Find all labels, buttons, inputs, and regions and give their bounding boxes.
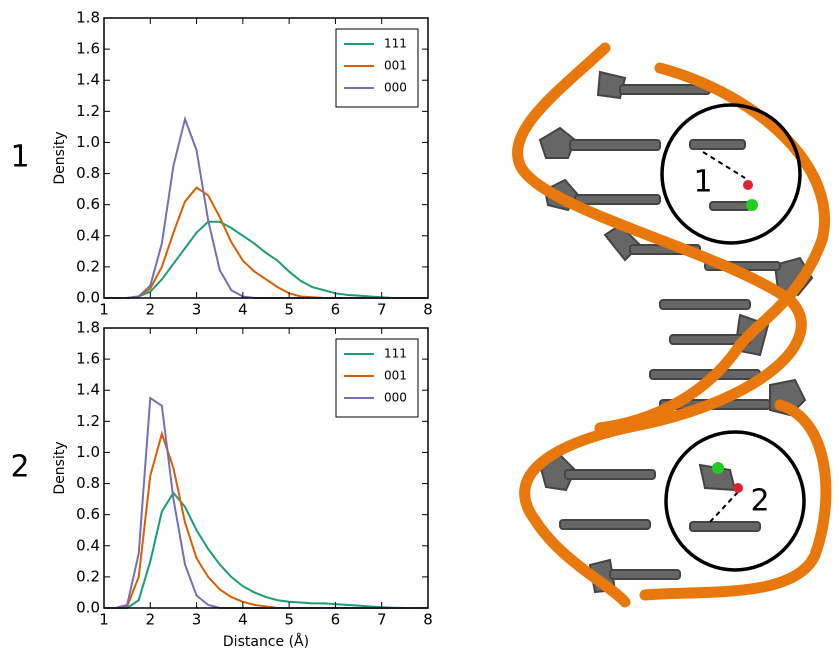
x-tick-label: 4 bbox=[238, 301, 248, 319]
x-tick-label: 7 bbox=[377, 611, 387, 629]
y-tick-label: 1.0 bbox=[76, 133, 100, 151]
x-tick-label: 1 bbox=[99, 301, 109, 319]
x-tick-label: 5 bbox=[284, 611, 294, 629]
x-tick-label: 3 bbox=[192, 301, 202, 319]
data-line bbox=[104, 430, 428, 609]
legend-label: 000 bbox=[384, 81, 407, 95]
legend-label: 111 bbox=[384, 37, 407, 51]
legend-box bbox=[335, 28, 419, 108]
y-tick-label: 1.6 bbox=[76, 350, 100, 368]
x-tick-label: 5 bbox=[284, 301, 294, 319]
legend-label: 001 bbox=[384, 59, 407, 73]
x-tick-label: 7 bbox=[377, 301, 387, 319]
y-tick-label: 1.4 bbox=[76, 381, 100, 399]
y-tick-label: 0.8 bbox=[76, 474, 100, 492]
marker-label: 2 bbox=[750, 484, 769, 519]
y-tick-label: 0.2 bbox=[76, 257, 100, 275]
y-axis-label: Density bbox=[52, 131, 68, 184]
h-bond bbox=[709, 491, 739, 523]
atom bbox=[712, 462, 724, 474]
plot-frame bbox=[103, 327, 429, 609]
data-line bbox=[104, 491, 428, 609]
legend-label: 000 bbox=[384, 391, 407, 405]
y-tick-label: 0.6 bbox=[76, 505, 100, 523]
y-tick-label: 0.6 bbox=[76, 195, 100, 213]
x-tick-label: 8 bbox=[423, 301, 433, 319]
data-line bbox=[104, 186, 428, 299]
legend-box bbox=[335, 338, 419, 418]
y-tick-label: 1.6 bbox=[76, 40, 100, 58]
x-tick-label: 4 bbox=[238, 611, 248, 629]
legend-label: 111 bbox=[384, 347, 407, 361]
x-tick-label: 2 bbox=[146, 301, 156, 319]
y-tick-label: 1.0 bbox=[76, 443, 100, 461]
y-tick-label: 0.4 bbox=[76, 536, 100, 554]
y-tick-label: 0.0 bbox=[76, 289, 100, 307]
x-axis-label: Distance (Å) bbox=[223, 633, 309, 650]
y-tick-label: 0.8 bbox=[76, 164, 100, 182]
x-tick-label: 3 bbox=[192, 611, 202, 629]
x-tick-label: 8 bbox=[423, 611, 433, 629]
y-tick-label: 1.4 bbox=[76, 71, 100, 89]
highlight-circles bbox=[660, 103, 806, 572]
panel-label: 1 bbox=[10, 140, 29, 175]
y-tick-label: 0.4 bbox=[76, 226, 100, 244]
plot-frame bbox=[103, 17, 429, 299]
marker-label: 1 bbox=[693, 165, 712, 200]
panel-label: 2 bbox=[10, 450, 29, 485]
y-tick-label: 1.2 bbox=[76, 412, 100, 430]
atom bbox=[733, 483, 743, 493]
y-tick-label: 1.8 bbox=[76, 319, 100, 337]
atom bbox=[743, 180, 753, 190]
dna-structure: 1 2 bbox=[512, 42, 832, 608]
y-tick-label: 1.8 bbox=[76, 9, 100, 27]
x-tick-label: 2 bbox=[146, 611, 156, 629]
data-line bbox=[104, 115, 428, 299]
y-tick-label: 1.2 bbox=[76, 102, 100, 120]
data-line bbox=[104, 220, 428, 299]
data-line bbox=[104, 396, 428, 609]
y-tick-label: 0.2 bbox=[76, 567, 100, 585]
atom bbox=[746, 199, 758, 211]
backbone bbox=[512, 42, 832, 608]
legend-label: 001 bbox=[384, 369, 407, 383]
x-tick-label: 6 bbox=[331, 611, 341, 629]
x-tick-label: 6 bbox=[331, 301, 341, 319]
y-tick-label: 0.0 bbox=[76, 599, 100, 617]
x-tick-label: 1 bbox=[99, 611, 109, 629]
y-axis-label: Density bbox=[52, 441, 68, 494]
bases bbox=[538, 70, 814, 594]
